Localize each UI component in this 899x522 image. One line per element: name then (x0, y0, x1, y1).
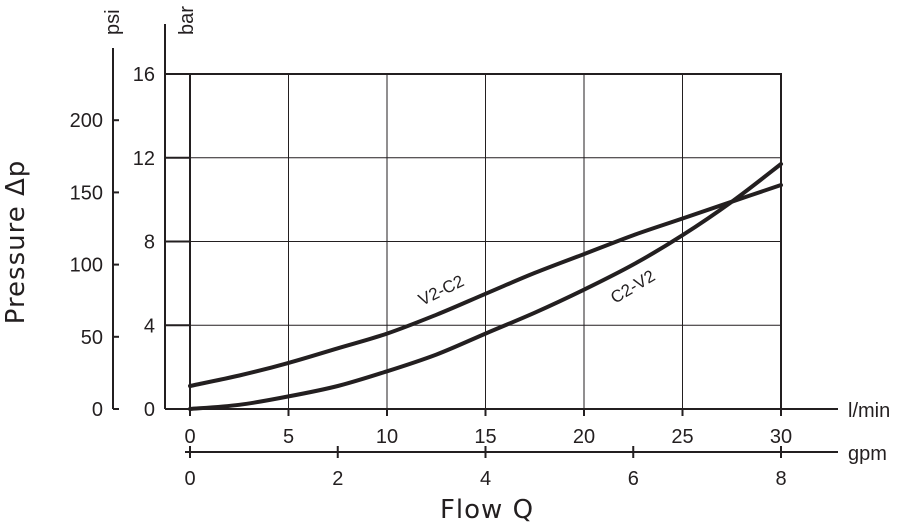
x2-tick-label-6: 6 (628, 468, 639, 490)
y-axis-unit-bar: bar (176, 6, 198, 35)
y-tick-label-4: 4 (144, 315, 155, 337)
x2-tick-label-0: 0 (184, 468, 195, 490)
x-axis-unit-gpm: gpm (848, 443, 887, 465)
x-tick-label-15: 15 (474, 426, 496, 448)
x-tick-label-0: 0 (184, 426, 195, 448)
y-tick-label-0: 0 (144, 399, 155, 421)
x-tick-label-10: 10 (376, 426, 398, 448)
series (188, 162, 783, 411)
y2-tick-label-100: 100 (70, 255, 103, 277)
axes: 0 5 10 15 20 25 30 0 2 4 6 8 0 4 8 12 16 0 50 100 150 200 (70, 24, 838, 490)
x2-tick-label-8: 8 (775, 468, 786, 490)
y-tick-label-12: 12 (133, 148, 155, 170)
x2-tick-label-2: 2 (332, 468, 343, 490)
grid (189, 73, 782, 410)
x-tick-label-30: 30 (770, 426, 792, 448)
y-tick-label-16: 16 (133, 64, 155, 86)
labels: Flow Q Pressure Δp l/min gpm bar psi V2-… (1, 6, 890, 522)
x-axis-unit-lmin: l/min (848, 400, 890, 422)
y2-tick-label-50: 50 (81, 327, 103, 349)
x-tick-label-25: 25 (671, 426, 693, 448)
y-axis-title: Pressure Δp (1, 160, 31, 325)
y2-tick-label-0: 0 (92, 399, 103, 421)
y-axis-unit-psi: psi (102, 9, 124, 35)
series-line-v2-c2 (188, 183, 783, 388)
series-line-c2-v2 (188, 162, 783, 411)
y-tick-label-8: 8 (144, 232, 155, 254)
y2-tick-label-200: 200 (70, 110, 103, 132)
y2-tick-label-150: 150 (70, 182, 103, 204)
x-axis-title: Flow Q (440, 495, 534, 522)
x-tick-label-20: 20 (573, 426, 595, 448)
x-tick-label-5: 5 (283, 426, 294, 448)
x2-tick-label-4: 4 (480, 468, 491, 490)
